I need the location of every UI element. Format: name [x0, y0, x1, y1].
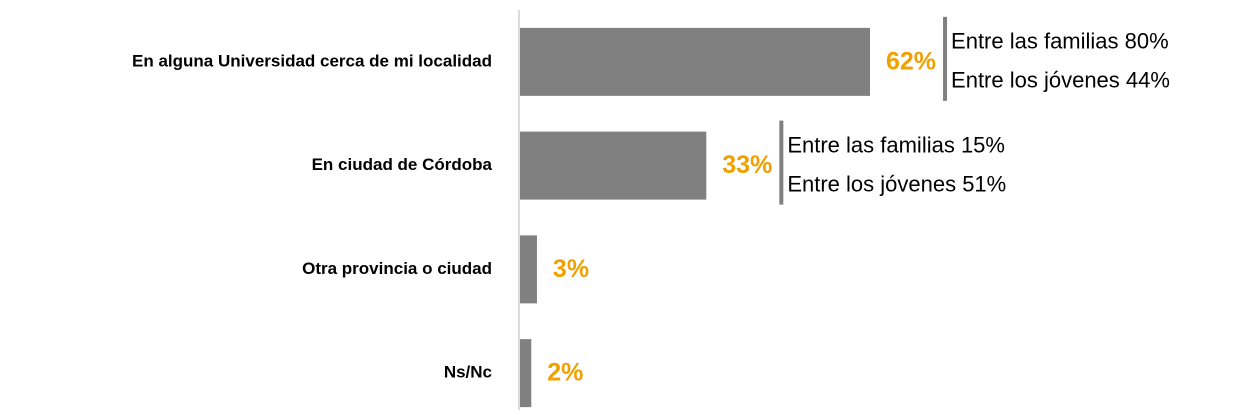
value-label: 33% — [722, 151, 772, 179]
annotation: Entre las familias 15% — [787, 132, 1005, 157]
annotation: Entre los jóvenes 51% — [787, 171, 1006, 196]
category-label: En ciudad de Córdoba — [312, 155, 493, 174]
category-label: Otra provincia o ciudad — [302, 259, 492, 278]
annotation: Entre los jóvenes 44% — [951, 68, 1170, 93]
value-label: 3% — [553, 255, 589, 283]
annotation-divider — [943, 16, 948, 101]
value-label: 2% — [547, 359, 583, 387]
bar — [520, 339, 532, 408]
bar — [520, 27, 870, 96]
annotation-divider — [779, 120, 784, 205]
bar — [520, 235, 537, 304]
annotation: Entre las familias 80% — [951, 29, 1169, 54]
category-label: En alguna Universidad cerca de mi locali… — [132, 51, 492, 70]
category-label: Ns/Nc — [444, 363, 492, 382]
bar — [520, 131, 707, 200]
value-label: 62% — [886, 47, 936, 75]
